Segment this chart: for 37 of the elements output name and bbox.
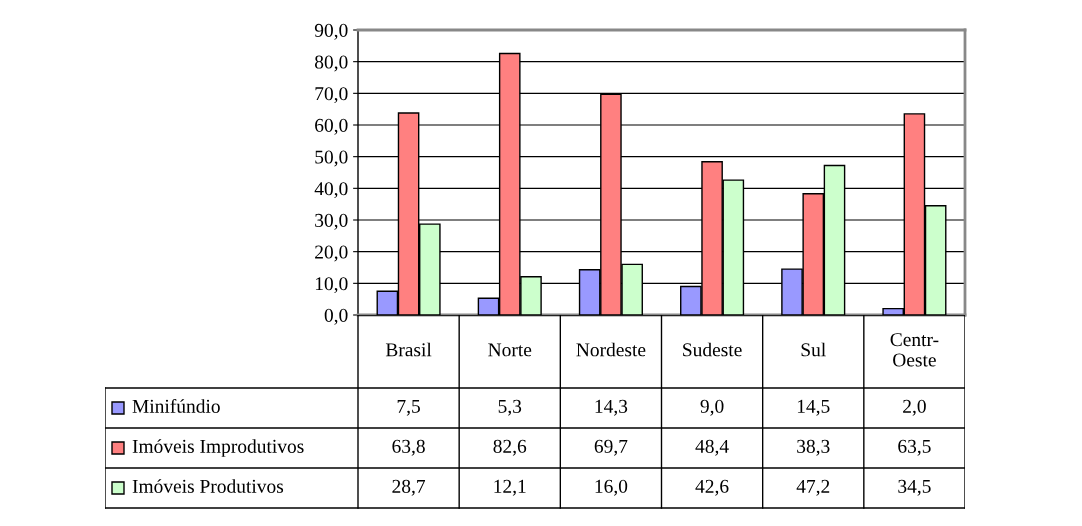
y-tick-label: 20,0 [315, 245, 348, 262]
y-tick-label: 40,0 [314, 182, 348, 199]
legend-label: Imóveis Improdutivos [132, 439, 304, 457]
data-label: 28,7 [392, 479, 426, 496]
data-label: 14,5 [797, 399, 830, 416]
y-tick-label: 50,0 [315, 150, 348, 167]
x-tick-label: Centr- Oeste [890, 333, 939, 367]
data-label: 34,5 [898, 479, 931, 496]
data-label: 69,7 [594, 439, 628, 456]
y-tick-label: 10,0 [315, 277, 348, 294]
x-tick-label: Sudeste [683, 342, 742, 357]
data-label: 9,0 [700, 399, 724, 416]
data-label: 48,4 [695, 439, 729, 456]
y-tick-label: 80,0 [314, 55, 348, 72]
y-tick-label: 0,0 [324, 308, 348, 325]
data-label: 38,3 [797, 439, 830, 456]
y-tick-label: 90,0 [314, 23, 348, 40]
legend-label: Minifúndio [132, 398, 220, 413]
data-label: 82,6 [493, 439, 527, 456]
legend-label: Imóveis Produtivos [132, 479, 284, 493]
x-tick-label: Sul [801, 342, 826, 357]
data-label: 5,3 [498, 399, 522, 416]
data-label: 63,8 [392, 439, 425, 456]
data-label: 47,2 [796, 479, 830, 496]
x-tick-label: Brasil [385, 342, 432, 357]
data-label: 2,0 [903, 399, 926, 416]
data-label: 16,0 [595, 479, 628, 496]
x-tick-label: Norte [488, 343, 532, 357]
y-tick-label: 70,0 [315, 87, 348, 104]
data-label: 7,5 [397, 399, 420, 416]
x-tick-label: Nordeste [576, 342, 646, 357]
y-tick-label: 60,0 [315, 118, 348, 135]
data-label: 42,6 [695, 479, 729, 496]
data-label: 12,1 [494, 479, 526, 496]
data-label: 14,3 [595, 399, 628, 416]
y-tick-label: 30,0 [315, 213, 348, 230]
data-label: 63,5 [898, 439, 931, 456]
